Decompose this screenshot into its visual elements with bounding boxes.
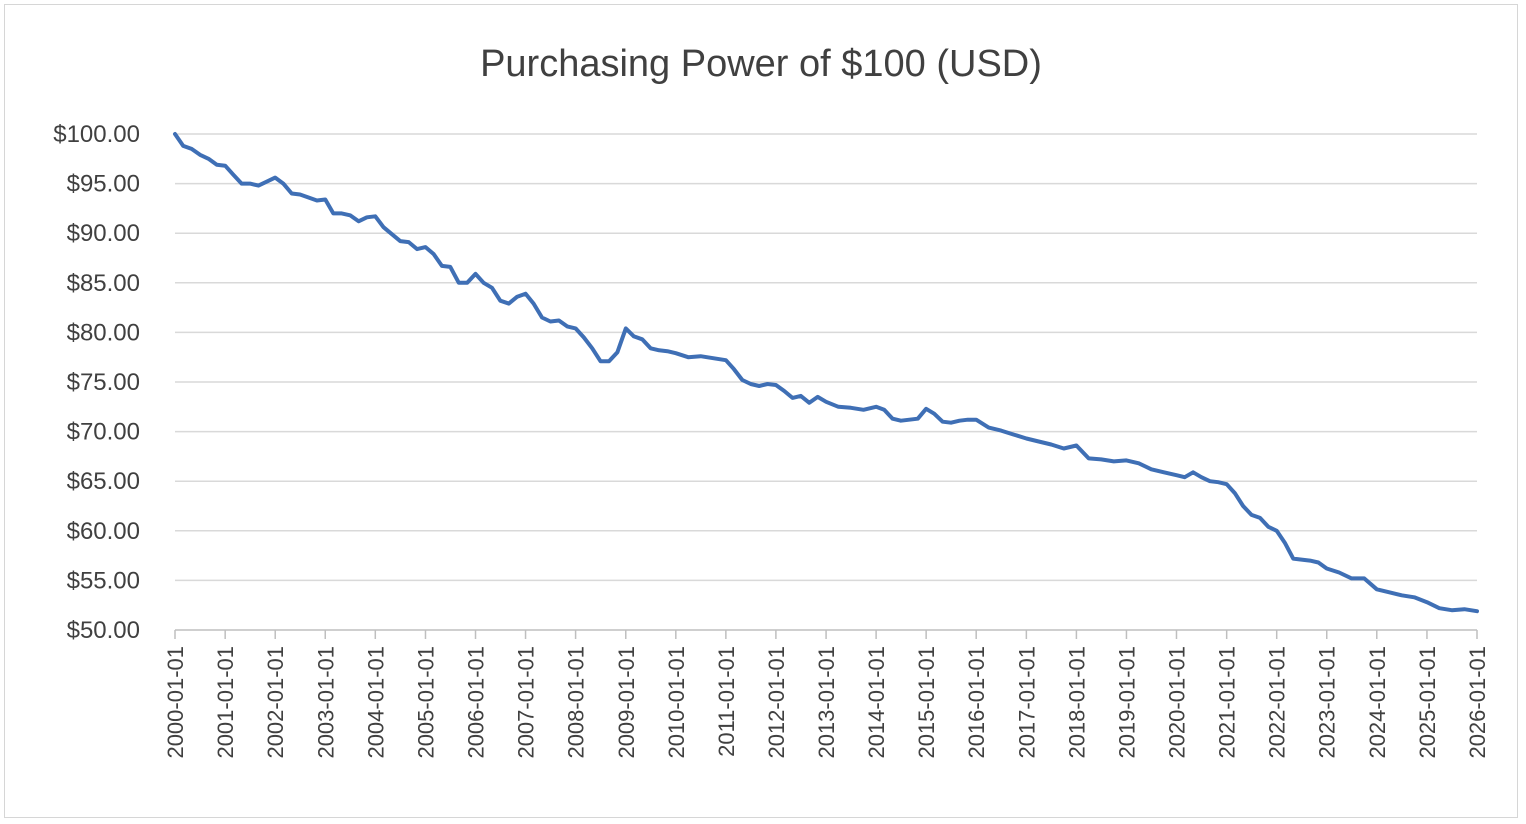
- y-tick-label: $50.00: [67, 617, 140, 644]
- x-tick-label: 2015-01-01: [914, 646, 939, 759]
- x-tick-label: 2024-01-01: [1365, 646, 1390, 759]
- x-tick-label: 2003-01-01: [313, 646, 338, 759]
- chart-frame: [4, 4, 1518, 818]
- x-tick-label: 2004-01-01: [363, 646, 388, 759]
- y-tick-label: $100.00: [53, 121, 140, 148]
- x-tick-label: 2021-01-01: [1215, 646, 1240, 759]
- x-tick-label: 2014-01-01: [864, 646, 889, 759]
- x-tick-label: 2010-01-01: [664, 646, 689, 759]
- x-tick-label: 2007-01-01: [514, 646, 539, 759]
- x-tick-label: 2011-01-01: [714, 646, 739, 757]
- x-axis-labels: 2000-01-01 2001-01-01 2002-01-01 2003-01-01…: [163, 646, 1490, 759]
- y-tick-label: $90.00: [67, 220, 140, 247]
- y-tick-label: $65.00: [67, 468, 140, 495]
- chart-title: Purchasing Power of $100 (USD): [480, 43, 1042, 85]
- x-tick-label: 2008-01-01: [564, 646, 589, 759]
- x-tick-label: 2005-01-01: [413, 646, 438, 759]
- y-tick-label: $60.00: [67, 518, 140, 545]
- y-tick-label: $80.00: [67, 319, 140, 346]
- x-tick-label: 2019-01-01: [1114, 646, 1139, 759]
- x-tick-label: 2013-01-01: [814, 646, 839, 759]
- y-tick-label: $55.00: [67, 567, 140, 594]
- y-tick-label: $70.00: [67, 419, 140, 446]
- x-tick-label: 2012-01-01: [764, 646, 789, 759]
- x-axis: [174, 629, 1478, 639]
- y-tick-label: $75.00: [67, 369, 140, 396]
- x-tick-label: 2022-01-01: [1265, 646, 1290, 759]
- y-tick-label: $85.00: [67, 270, 140, 297]
- x-tick-label: 2018-01-01: [1064, 646, 1089, 759]
- y-tick-label: $95.00: [67, 171, 140, 198]
- x-tick-label: 2026-01-01: [1465, 646, 1490, 759]
- series-layer: [173, 132, 1479, 614]
- y-axis-labels: $50.00 $55.00 $60.00 $65.00 $70.00 $75.00 $80.…: [53, 121, 140, 644]
- x-tick-label: 2017-01-01: [1014, 646, 1039, 759]
- x-tick-label: 2000-01-01: [163, 646, 188, 759]
- x-tick-label: 2020-01-01: [1164, 646, 1189, 759]
- x-tick-label: 2016-01-01: [964, 646, 989, 759]
- series-line: [173, 132, 1479, 614]
- x-tick-label: 2009-01-01: [614, 646, 639, 759]
- x-tick-label: 2025-01-01: [1415, 646, 1440, 759]
- x-tick-label: 2001-01-01: [213, 646, 238, 759]
- x-tick-label: 2002-01-01: [263, 646, 288, 759]
- x-tick-label: 2023-01-01: [1315, 646, 1340, 759]
- x-tick-label: 2006-01-01: [464, 646, 489, 759]
- gridlines: [175, 133, 1477, 582]
